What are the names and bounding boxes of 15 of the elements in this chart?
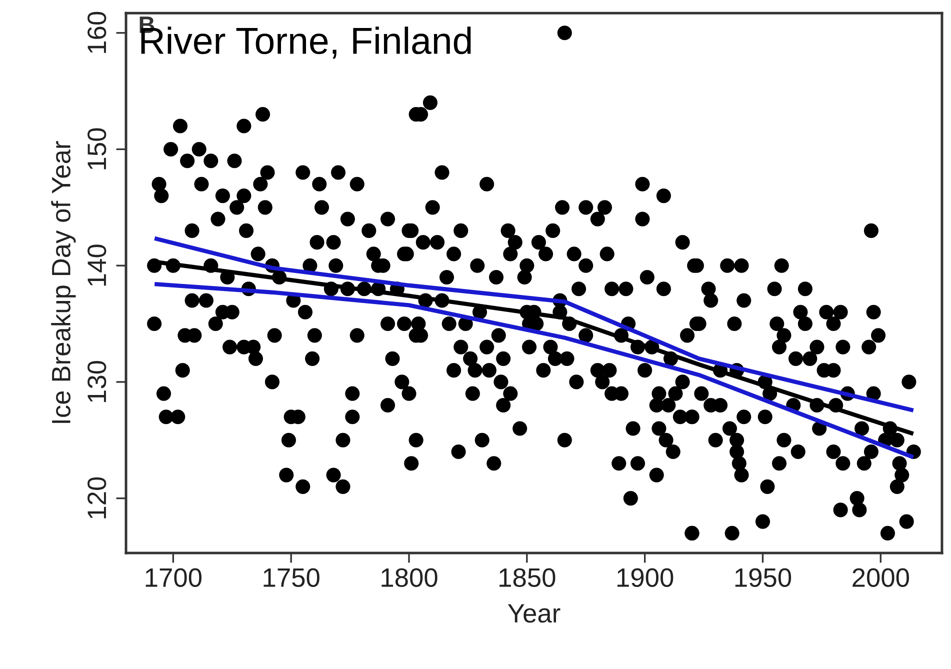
x-tick-label: 1700 [146, 568, 202, 587]
y-tick-label: 160 [88, 12, 106, 53]
x-tick-label: 2000 [852, 568, 909, 587]
x-tick-label: 1850 [500, 568, 556, 587]
y-tick-label: 140 [88, 244, 106, 286]
x-tick-label: 1950 [735, 568, 792, 587]
y-tick-label: 130 [88, 360, 106, 402]
x-tick-label: 1800 [382, 568, 438, 587]
y-tick-label: 150 [88, 128, 106, 170]
x-tick-label: 1750 [264, 568, 320, 587]
y-tick-label: 120 [88, 477, 106, 518]
y-axis-title: Ice Breakup Day of Year [51, 141, 76, 423]
x-axis-title: Year [508, 604, 560, 623]
x-tick-label: 1900 [617, 568, 674, 587]
line-series [154, 236, 914, 412]
